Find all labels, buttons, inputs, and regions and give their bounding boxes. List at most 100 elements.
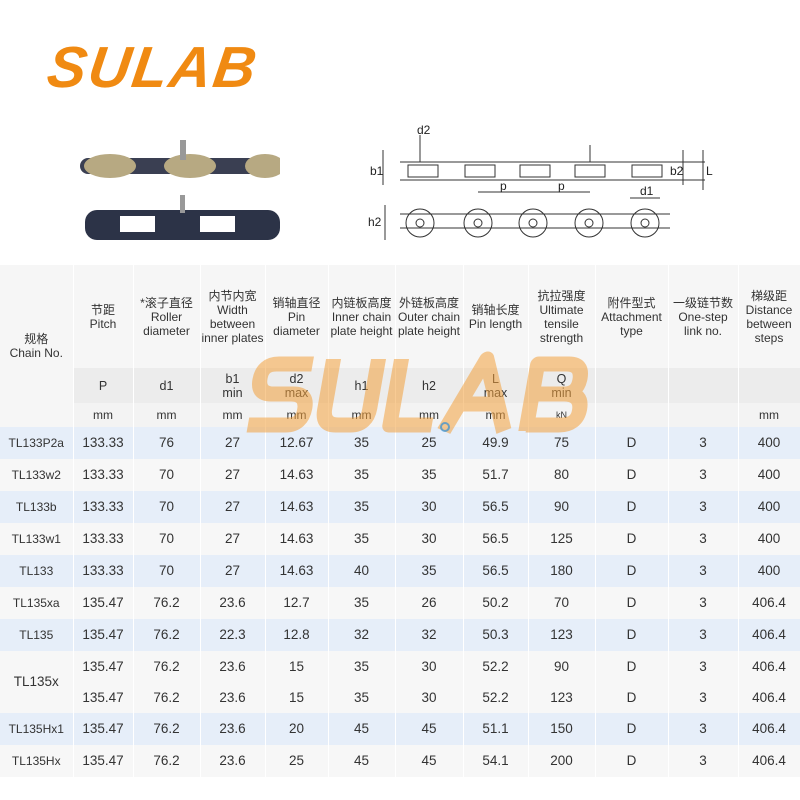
header-zh: 销轴长度 bbox=[471, 302, 520, 317]
chain-no: TL135x bbox=[0, 651, 74, 713]
table-cell: 56.5 bbox=[463, 491, 529, 523]
table-row: TL133b 133.33 70 27 14.63 35 30 56.5 90 D 3 400 bbox=[0, 491, 800, 523]
table-cell: 75 bbox=[528, 427, 596, 459]
symbol-cell bbox=[595, 368, 669, 403]
chain-no: TL133 bbox=[0, 555, 74, 587]
table-cell: 70 bbox=[133, 459, 201, 491]
unit-cell bbox=[668, 403, 739, 427]
table-cell: 3 bbox=[668, 745, 739, 777]
header-en: Pitch bbox=[89, 316, 117, 331]
table-cell: 3 bbox=[668, 523, 739, 555]
symbol: P bbox=[98, 378, 108, 393]
table-cell: D bbox=[595, 491, 669, 523]
table-cell: 70 bbox=[133, 555, 201, 587]
label-d2: d2 bbox=[417, 123, 431, 137]
table-cell: 25 bbox=[265, 745, 329, 777]
table-cell: 14.63 bbox=[265, 459, 329, 491]
table-cell: 12.8 bbox=[265, 619, 329, 651]
header-en: Attachment type bbox=[601, 309, 662, 338]
table-cell: 22.3 bbox=[200, 619, 266, 651]
table-cell: D bbox=[595, 651, 669, 682]
table-cell: 76.2 bbox=[133, 713, 201, 745]
symbol-cell bbox=[738, 368, 800, 403]
chain-no: TL133b bbox=[0, 491, 74, 523]
table-cell: 35 bbox=[328, 523, 396, 555]
table-cell: 76.2 bbox=[133, 587, 201, 619]
header-zh: 附件型式 bbox=[607, 295, 656, 310]
table-cell: 76.2 bbox=[133, 682, 201, 713]
table-cell: 35 bbox=[395, 555, 464, 587]
table-cell: 40 bbox=[328, 555, 396, 587]
table-cell: 3 bbox=[668, 555, 739, 587]
table-row: TL135x 135.47 76.2 23.6 15 35 30 52.2 90 D 3 406.4 bbox=[0, 651, 800, 713]
table-cell: 35 bbox=[328, 427, 396, 459]
label-p: p bbox=[500, 179, 507, 193]
table-cell: 406.4 bbox=[738, 651, 800, 682]
chain-no: TL133P2a bbox=[0, 427, 74, 459]
table-cell: 27 bbox=[200, 523, 266, 555]
table-row: TL133w2 133.33 70 27 14.63 35 35 51.7 80 D 3 400 bbox=[0, 459, 800, 491]
header-en: Pin diameter bbox=[273, 309, 320, 338]
table-cell: 35 bbox=[328, 459, 396, 491]
header-zh: 销轴直径 bbox=[272, 295, 321, 310]
chain-no: TL133w1 bbox=[0, 523, 74, 555]
table-cell: 406.4 bbox=[738, 682, 800, 713]
header-zh: 节距 bbox=[90, 302, 115, 317]
header-cell: 内链板高度 Inner chain plate height bbox=[328, 265, 396, 368]
table-cell: 14.63 bbox=[265, 491, 329, 523]
table-cell: 123 bbox=[528, 682, 596, 713]
table-cell: 90 bbox=[528, 651, 596, 682]
table-cell: 135.47 bbox=[73, 651, 134, 682]
table-cell: 3 bbox=[668, 587, 739, 619]
table-cell: 56.5 bbox=[463, 523, 529, 555]
table-cell: 70 bbox=[133, 523, 201, 555]
table-cell: 76 bbox=[133, 427, 201, 459]
table-cell: 406.4 bbox=[738, 713, 800, 745]
table-cell: 3 bbox=[668, 619, 739, 651]
table-row: TL133 133.33 70 27 14.63 40 35 56.5 180 D 3 400 bbox=[0, 555, 800, 587]
table-cell: 133.33 bbox=[73, 427, 134, 459]
symbol-qualifier: min bbox=[222, 385, 243, 400]
header-cell: 销轴长度 Pin length bbox=[463, 265, 529, 368]
table-cell: 3 bbox=[668, 427, 739, 459]
table-cell: 125 bbox=[528, 523, 596, 555]
table-cell: 135.47 bbox=[73, 587, 134, 619]
table-cell: 133.33 bbox=[73, 523, 134, 555]
chain-photo bbox=[80, 140, 280, 240]
unit-row: mm mm mm mm mm mm mm kN mm bbox=[0, 403, 800, 427]
table-cell: 400 bbox=[738, 491, 800, 523]
header-zh: 内链板高度 bbox=[331, 295, 392, 310]
unit-cell: mm bbox=[265, 403, 329, 427]
label-L: L bbox=[706, 164, 713, 178]
table-cell: 133.33 bbox=[73, 555, 134, 587]
table-cell: D bbox=[595, 555, 669, 587]
table-cell: 30 bbox=[395, 651, 464, 682]
table-cell: 200 bbox=[528, 745, 596, 777]
table-cell: 35 bbox=[328, 491, 396, 523]
header-cell: 节距 Pitch bbox=[73, 265, 134, 368]
header-cell: 一级链节数 One-step link no. bbox=[668, 265, 739, 368]
unit-cell: mm bbox=[463, 403, 529, 427]
symbol: d1 bbox=[159, 378, 174, 393]
label-h2: h2 bbox=[368, 215, 382, 229]
table-cell: 45 bbox=[328, 745, 396, 777]
header-en: Ultimate tensile strength bbox=[539, 302, 584, 345]
header-cell: 附件型式 Attachment type bbox=[595, 265, 669, 368]
table-cell: 45 bbox=[395, 713, 464, 745]
table-cell: D bbox=[595, 619, 669, 651]
table-cell: 32 bbox=[328, 619, 396, 651]
table-cell: 14.63 bbox=[265, 523, 329, 555]
chain-spec-table: 规格 Chain No. 节距 Pitch *滚子直径 Roller diameter 内节… bbox=[0, 265, 800, 777]
symbol-qualifier: max bbox=[284, 385, 309, 400]
header-cell: 梯级距 Distance between steps bbox=[738, 265, 800, 368]
table-cell: 30 bbox=[395, 682, 464, 713]
unit-cell: mm bbox=[133, 403, 201, 427]
table-cell: 35 bbox=[395, 459, 464, 491]
table-cell: 70 bbox=[528, 587, 596, 619]
label-b1: b1 bbox=[370, 164, 384, 178]
table-cell: 45 bbox=[328, 713, 396, 745]
table-cell: 30 bbox=[395, 523, 464, 555]
table-cell: D bbox=[595, 713, 669, 745]
symbol-cell: d2 max bbox=[265, 368, 329, 403]
